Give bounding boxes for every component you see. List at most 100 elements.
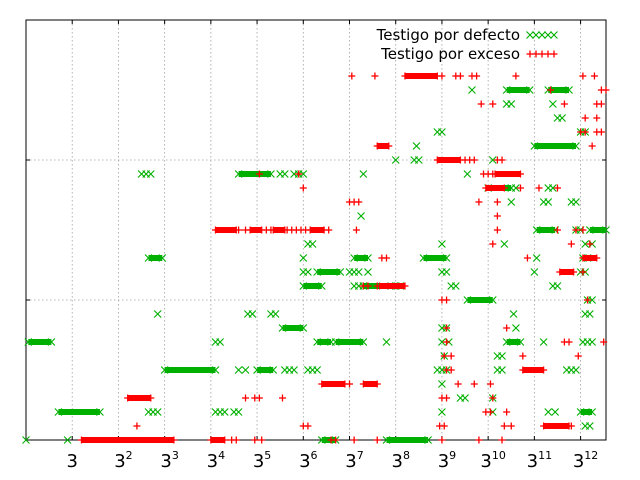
data-point xyxy=(147,394,155,402)
data-point xyxy=(133,422,141,430)
x-tick-label-text: 312 xyxy=(573,449,598,472)
data-point xyxy=(359,338,368,346)
data-point xyxy=(232,436,240,444)
data-run xyxy=(423,255,447,261)
data-point xyxy=(530,268,539,276)
data-point xyxy=(500,184,508,192)
data-point xyxy=(331,338,340,346)
data-point xyxy=(475,436,483,444)
data-point xyxy=(597,100,605,108)
data-run xyxy=(127,395,151,401)
data-point xyxy=(438,338,446,346)
data-point xyxy=(570,268,578,276)
data-run xyxy=(81,437,174,443)
data-point xyxy=(440,352,448,360)
legend: Testigo por defecto Testigo por exceso xyxy=(376,26,558,63)
legend-point xyxy=(526,50,534,58)
data-point xyxy=(482,184,490,192)
x-tick-exponent: 7 xyxy=(357,449,364,462)
legend-marker-defecto xyxy=(526,31,558,39)
data-point xyxy=(313,366,322,374)
legend-point xyxy=(538,50,546,58)
data-point xyxy=(473,72,481,80)
data-point xyxy=(574,352,582,360)
data-point xyxy=(463,296,472,304)
data-point xyxy=(579,72,587,80)
data-run xyxy=(485,185,505,191)
data-run xyxy=(506,339,521,345)
data-run xyxy=(354,255,368,261)
data-point xyxy=(477,100,485,108)
data-run xyxy=(310,227,325,233)
data-point xyxy=(144,254,153,262)
x-tick-base: 3 xyxy=(345,451,356,472)
data-run xyxy=(363,381,378,387)
series-marks xyxy=(22,72,610,444)
data-run xyxy=(582,255,597,261)
data-point xyxy=(461,394,469,402)
x-tick-label: 311 xyxy=(527,449,552,472)
data-point xyxy=(348,72,356,80)
data-point xyxy=(572,366,580,374)
data-point xyxy=(371,72,379,80)
data-point xyxy=(438,128,446,136)
data-point xyxy=(336,268,345,276)
data-point xyxy=(579,268,587,276)
data-point xyxy=(124,394,132,402)
data-point xyxy=(313,338,322,346)
data-point xyxy=(24,338,33,346)
data-point xyxy=(373,436,381,444)
data-point xyxy=(553,184,561,192)
data-run xyxy=(250,227,262,233)
x-tick-base: 3 xyxy=(253,451,264,472)
x-tick-labels: 3 32 33 34 35 36 37 38 39 310 311 312 xyxy=(66,449,598,472)
data-point xyxy=(355,198,363,206)
data-point xyxy=(346,380,354,388)
data-point xyxy=(586,240,594,248)
data-run xyxy=(589,227,606,233)
x-tick-label: 35 xyxy=(253,449,271,472)
data-point xyxy=(593,114,601,122)
data-point xyxy=(489,240,497,248)
x-tick-label: 39 xyxy=(438,449,456,472)
data-point xyxy=(565,86,573,94)
data-point xyxy=(553,282,562,290)
x-tick-label: 310 xyxy=(480,449,505,472)
data-point xyxy=(442,268,451,276)
data-run xyxy=(536,227,556,233)
data-point xyxy=(585,226,594,234)
data-point xyxy=(318,380,326,388)
data-point xyxy=(540,422,548,430)
data-point xyxy=(600,338,608,346)
data-point xyxy=(593,254,601,262)
data-point xyxy=(517,184,525,192)
data-point xyxy=(77,436,85,444)
data-point xyxy=(488,296,497,304)
data-point xyxy=(456,72,464,80)
data-point xyxy=(588,338,597,346)
x-tick-label-text: 311 xyxy=(527,449,552,472)
data-run xyxy=(522,367,544,373)
data-run xyxy=(379,283,405,289)
data-point xyxy=(258,436,266,444)
data-point xyxy=(271,310,280,318)
data-point xyxy=(414,156,423,164)
legend-label-defecto: Testigo por defecto xyxy=(376,26,520,44)
data-point xyxy=(585,310,594,318)
data-point xyxy=(22,436,30,444)
x-tick-exponent: 9 xyxy=(449,449,456,462)
data-point xyxy=(359,170,368,178)
data-point xyxy=(207,436,215,444)
grid-lines xyxy=(26,20,606,440)
data-run xyxy=(467,297,493,303)
data-point xyxy=(290,366,298,374)
data-point xyxy=(544,408,553,416)
data-point xyxy=(523,254,531,262)
legend-point xyxy=(532,50,540,58)
x-tick-label-text: 35 xyxy=(253,449,271,472)
data-point xyxy=(540,366,548,374)
data-point xyxy=(507,198,516,206)
data-point xyxy=(493,212,501,220)
data-point xyxy=(313,268,322,276)
data-point xyxy=(241,366,250,374)
